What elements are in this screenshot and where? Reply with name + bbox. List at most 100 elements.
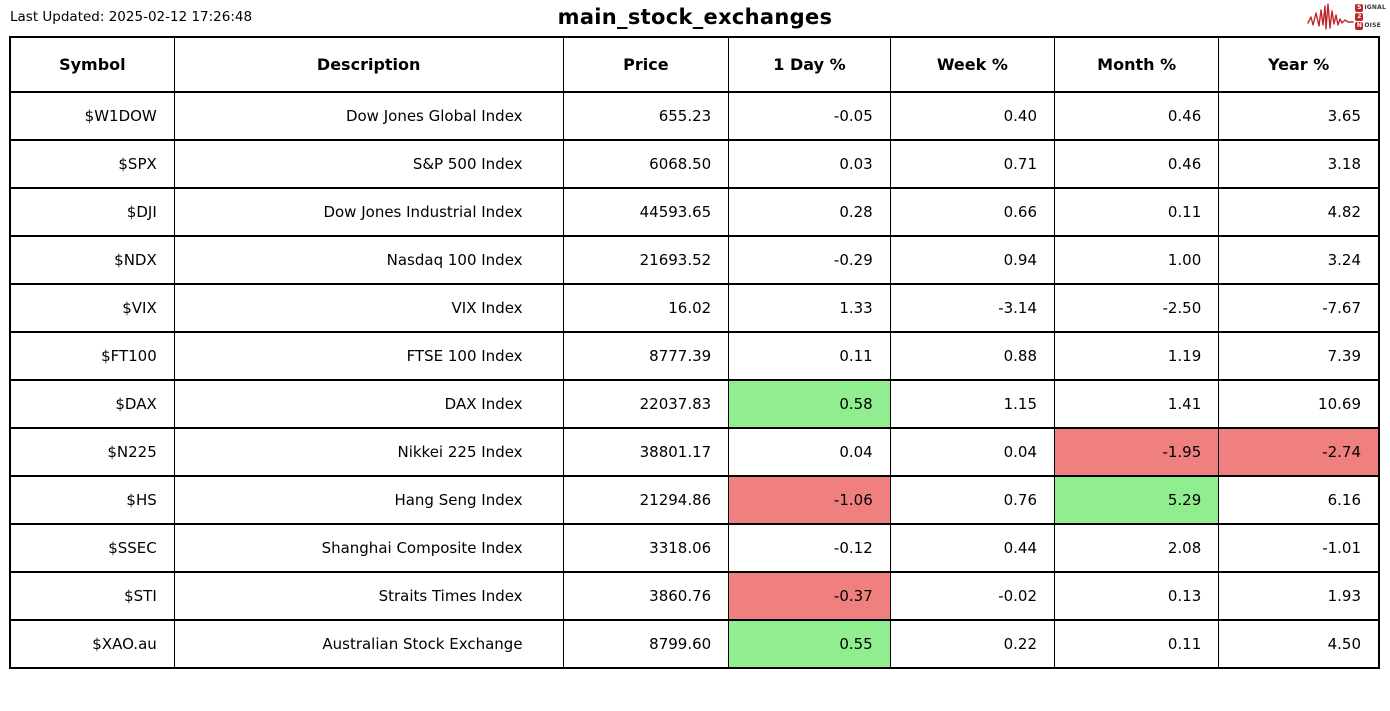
cell-day-pct: -0.29 [728, 235, 891, 285]
cell-description: Straits Times Index [173, 571, 564, 621]
cell-year-pct: -2.74 [1218, 427, 1380, 477]
cell-price: 16.02 [562, 283, 730, 333]
cell-week-pct: 0.88 [889, 331, 1056, 381]
table-row: $VIX VIX Index 16.02 1.33 -3.14 -2.50 -7.67 [9, 283, 1380, 333]
cell-description: Shanghai Composite Index [173, 523, 564, 573]
cell-month-pct: 0.13 [1053, 571, 1220, 621]
cell-price: 21693.52 [562, 235, 730, 285]
cell-symbol: $DAX [9, 379, 175, 429]
table-row: $N225 Nikkei 225 Index 38801.17 0.04 0.04 -1.… [9, 427, 1380, 477]
cell-year-pct: 10.69 [1218, 379, 1380, 429]
table-row: $DJI Dow Jones Industrial Index 44593.65 0.… [9, 187, 1380, 237]
signal2noise-logo: S IGNAL 2 N OISE [1307, 2, 1386, 31]
column-header-week-pct: Week % [889, 36, 1056, 93]
column-header-month-pct: Month % [1053, 36, 1220, 93]
cell-price: 38801.17 [562, 427, 730, 477]
cell-price: 22037.83 [562, 379, 730, 429]
cell-day-pct: 0.11 [728, 331, 891, 381]
table-header: Symbol Description Price 1 Day % Week % … [9, 36, 1380, 93]
cell-day-pct: 0.28 [728, 187, 891, 237]
logo-badge-s: S [1355, 3, 1364, 12]
cell-symbol: $SPX [9, 139, 175, 189]
table-row: $DAX DAX Index 22037.83 0.58 1.15 1.41 10.69 [9, 379, 1380, 429]
cell-description: Dow Jones Industrial Index [173, 187, 564, 237]
cell-day-pct: -0.05 [728, 91, 891, 141]
table-row: $HS Hang Seng Index 21294.86 -1.06 0.76 5.29 6… [9, 475, 1380, 525]
cell-year-pct: 3.65 [1218, 91, 1380, 141]
logo-badge-n: N [1355, 21, 1364, 30]
logo-line-signal: S IGNAL [1355, 3, 1386, 12]
cell-symbol: $VIX [9, 283, 175, 333]
cell-price: 21294.86 [562, 475, 730, 525]
cell-price: 3318.06 [562, 523, 730, 573]
cell-month-pct: -2.50 [1053, 283, 1220, 333]
cell-description: Nikkei 225 Index [173, 427, 564, 477]
cell-week-pct: 0.22 [889, 619, 1056, 669]
cell-week-pct: 0.44 [889, 523, 1056, 573]
cell-price: 44593.65 [562, 187, 730, 237]
cell-symbol: $HS [9, 475, 175, 525]
cell-week-pct: 1.15 [889, 379, 1056, 429]
column-header-symbol: Symbol [9, 36, 175, 93]
logo-line-noise: N OISE [1355, 21, 1386, 30]
cell-symbol: $XAO.au [9, 619, 175, 669]
table-row: $NDX Nasdaq 100 Index 21693.52 -0.29 0.94 1.0… [9, 235, 1380, 285]
cell-month-pct: 1.19 [1053, 331, 1220, 381]
cell-year-pct: 1.93 [1218, 571, 1380, 621]
table-row: $STI Straits Times Index 3860.76 -0.37 -0.02… [9, 571, 1380, 621]
table-row: $SPX S&P 500 Index 6068.50 0.03 0.71 0.46 3.18 [9, 139, 1380, 189]
cell-day-pct: -1.06 [728, 475, 891, 525]
column-header-price: Price [562, 36, 730, 93]
cell-week-pct: 0.94 [889, 235, 1056, 285]
cell-day-pct: -0.12 [728, 523, 891, 573]
cell-month-pct: 1.00 [1053, 235, 1220, 285]
cell-symbol: $STI [9, 571, 175, 621]
cell-price: 8799.60 [562, 619, 730, 669]
stock-exchanges-table: Symbol Description Price 1 Day % Week % … [9, 36, 1380, 669]
logo-text-signal: IGNAL [1364, 4, 1386, 11]
column-header-day-pct: 1 Day % [728, 36, 891, 93]
logo-badge-2: 2 [1355, 12, 1364, 21]
cell-price: 8777.39 [562, 331, 730, 381]
cell-year-pct: 6.16 [1218, 475, 1380, 525]
cell-year-pct: 3.18 [1218, 139, 1380, 189]
cell-description: S&P 500 Index [173, 139, 564, 189]
cell-description: Australian Stock Exchange [173, 619, 564, 669]
cell-day-pct: -0.37 [728, 571, 891, 621]
cell-description: DAX Index [173, 379, 564, 429]
cell-description: Dow Jones Global Index [173, 91, 564, 141]
cell-month-pct: -1.95 [1053, 427, 1220, 477]
cell-symbol: $N225 [9, 427, 175, 477]
cell-week-pct: 0.04 [889, 427, 1056, 477]
cell-description: Nasdaq 100 Index [173, 235, 564, 285]
cell-day-pct: 0.58 [728, 379, 891, 429]
cell-week-pct: 0.40 [889, 91, 1056, 141]
column-header-description: Description [173, 36, 564, 93]
cell-description: Hang Seng Index [173, 475, 564, 525]
cell-year-pct: -7.67 [1218, 283, 1380, 333]
cell-symbol: $W1DOW [9, 91, 175, 141]
cell-description: VIX Index [173, 283, 564, 333]
column-header-year-pct: Year % [1218, 36, 1380, 93]
cell-symbol: $NDX [9, 235, 175, 285]
table-row: $SSEC Shanghai Composite Index 3318.06 -0.1… [9, 523, 1380, 573]
table-row: $XAO.au Australian Stock Exchange 8799.60 0… [9, 619, 1380, 669]
header-row: Symbol Description Price 1 Day % Week % … [9, 36, 1380, 93]
table-row: $FT100 FTSE 100 Index 8777.39 0.11 0.88 1.19 7… [9, 331, 1380, 381]
cell-week-pct: 0.71 [889, 139, 1056, 189]
cell-week-pct: 0.76 [889, 475, 1056, 525]
cell-price: 3860.76 [562, 571, 730, 621]
logo-line-2: 2 [1355, 12, 1386, 21]
cell-day-pct: 0.04 [728, 427, 891, 477]
cell-symbol: $DJI [9, 187, 175, 237]
cell-week-pct: -0.02 [889, 571, 1056, 621]
logo-wordmark: S IGNAL 2 N OISE [1355, 3, 1386, 30]
cell-year-pct: 3.24 [1218, 235, 1380, 285]
cell-week-pct: 0.66 [889, 187, 1056, 237]
cell-year-pct: -1.01 [1218, 523, 1380, 573]
cell-day-pct: 0.03 [728, 139, 891, 189]
cell-symbol: $FT100 [9, 331, 175, 381]
cell-week-pct: -3.14 [889, 283, 1056, 333]
cell-year-pct: 4.82 [1218, 187, 1380, 237]
